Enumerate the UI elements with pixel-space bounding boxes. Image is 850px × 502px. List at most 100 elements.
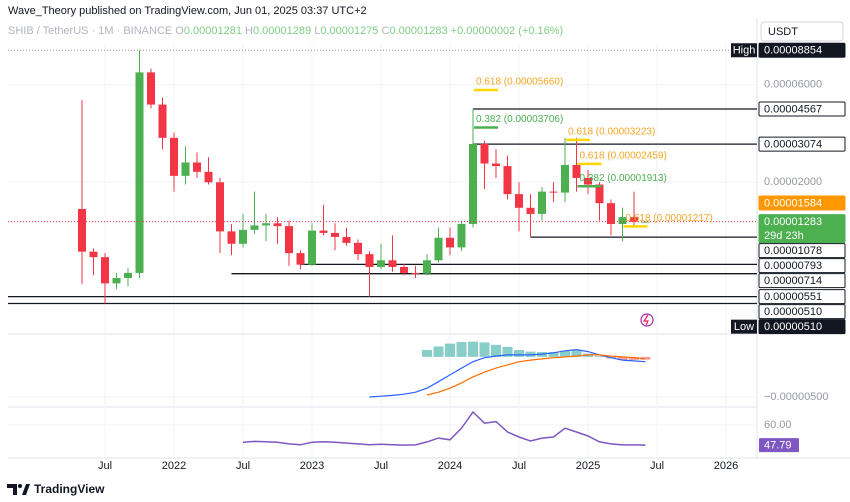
candle-body (331, 232, 339, 237)
candle-body (549, 191, 558, 193)
price-badge (758, 319, 846, 335)
x-tick-label: Jul (650, 460, 664, 472)
candle-body (319, 230, 328, 233)
extreme-name: High (733, 45, 756, 57)
candle-body (158, 104, 167, 138)
x-tick-label: 2024 (438, 460, 462, 472)
candle-body (296, 253, 305, 265)
price-badge-label: 0.00000551 (764, 291, 822, 303)
logo-dot (18, 484, 22, 488)
currency-label[interactable]: USDT (768, 26, 798, 38)
legend-value: 0.00001281 (184, 25, 242, 37)
price-badge-label: 0.00008854 (764, 45, 822, 57)
candle-body (250, 225, 259, 230)
candle-body (342, 236, 351, 243)
candle-body (515, 194, 523, 208)
histogram-bar (617, 356, 628, 361)
candle-body (112, 277, 121, 284)
price-badge (758, 273, 846, 289)
candle-body (124, 272, 132, 278)
legend-label: C (382, 25, 390, 37)
price-badge-label: 0.00003074 (764, 139, 822, 151)
price-badge (758, 243, 846, 259)
candle-body (480, 143, 489, 164)
price-badge (758, 136, 846, 152)
candle-body (434, 237, 443, 261)
legend-change: +0.00000002 (+0.16%) (451, 25, 564, 37)
candle-body (78, 208, 86, 252)
candle-body (469, 143, 477, 224)
candle-body (101, 257, 109, 284)
candle-body (595, 184, 604, 204)
histogram-bar (571, 350, 582, 357)
y-tick-label: 60.00 (764, 419, 792, 431)
candle-body (446, 237, 454, 248)
candle-body (285, 226, 293, 254)
candle-body (216, 182, 224, 232)
histogram-bar (514, 350, 524, 357)
price-badge-label: 0.00000510 (764, 306, 822, 318)
fib-label: 0.618 (0.00003223) (568, 127, 655, 138)
histogram-bar (594, 356, 605, 357)
extreme-name-box (731, 319, 757, 334)
candle-body (584, 177, 592, 185)
candle-body (204, 171, 213, 183)
x-tick-label: 2025 (576, 460, 600, 472)
y-tick-label: 0.00006000 (764, 79, 822, 91)
candle-body (135, 72, 144, 273)
histogram-bar (456, 342, 467, 357)
price-badge-label: 0.00000510 (764, 321, 822, 333)
histogram-bar (445, 343, 455, 357)
candle-body (239, 229, 247, 244)
candle-body (526, 207, 535, 214)
price-badge (758, 101, 846, 117)
candle-body (354, 242, 362, 255)
histogram-bar (629, 356, 639, 361)
y-tick-label: −0.00000500 (764, 391, 829, 403)
symbol-legend: SHIB / TetherUS · 1M · BINANCE O0.000012… (8, 25, 563, 37)
histogram-bar (640, 356, 651, 360)
logo-shape (7, 484, 17, 495)
price-badge (758, 304, 846, 320)
candle-body (181, 162, 190, 176)
event-icon (640, 313, 654, 327)
candle-body (388, 260, 397, 267)
candle-body (561, 164, 569, 193)
legend-value: 0.00001283 (389, 25, 447, 37)
symbol: SHIB / TetherUS · 1M · BINANCE (8, 25, 172, 37)
candle-body (365, 254, 374, 267)
price-badge (758, 214, 846, 244)
legend-value: 0.00001275 (320, 25, 378, 37)
candle-body (503, 166, 512, 195)
histogram-bar (525, 351, 536, 357)
candle-body (308, 230, 316, 265)
legend-value: 0.00001289 (253, 25, 311, 37)
candle-body (400, 266, 408, 273)
legend-label: L (314, 25, 320, 37)
candle-body (170, 137, 178, 176)
histogram-bar (433, 346, 444, 357)
candle-body (572, 164, 581, 178)
candle-body (618, 217, 627, 224)
line-series (426, 354, 646, 396)
fib-label: 0.618 (0.00002459) (580, 151, 667, 162)
x-tick-label: 2023 (300, 460, 324, 472)
line-series (242, 410, 646, 446)
y-tick-label: 0.00002000 (764, 176, 822, 188)
author-line: Wave_Theory published on TradingView.com… (8, 5, 367, 17)
candle-body (147, 72, 155, 105)
price-badge-label: 0.00000793 (764, 260, 822, 272)
logo-shape (22, 484, 30, 495)
currency-button[interactable] (760, 21, 844, 42)
candle-body (273, 223, 282, 227)
x-tick-label: 2026 (714, 460, 738, 472)
candle-body (492, 163, 500, 167)
histogram-bar (548, 352, 559, 357)
candle-body (227, 231, 236, 244)
histogram-bar (468, 341, 478, 357)
candle-body (193, 162, 201, 172)
price-badge (758, 42, 846, 58)
histogram-bar (422, 350, 432, 357)
legend-label: H (245, 25, 253, 37)
